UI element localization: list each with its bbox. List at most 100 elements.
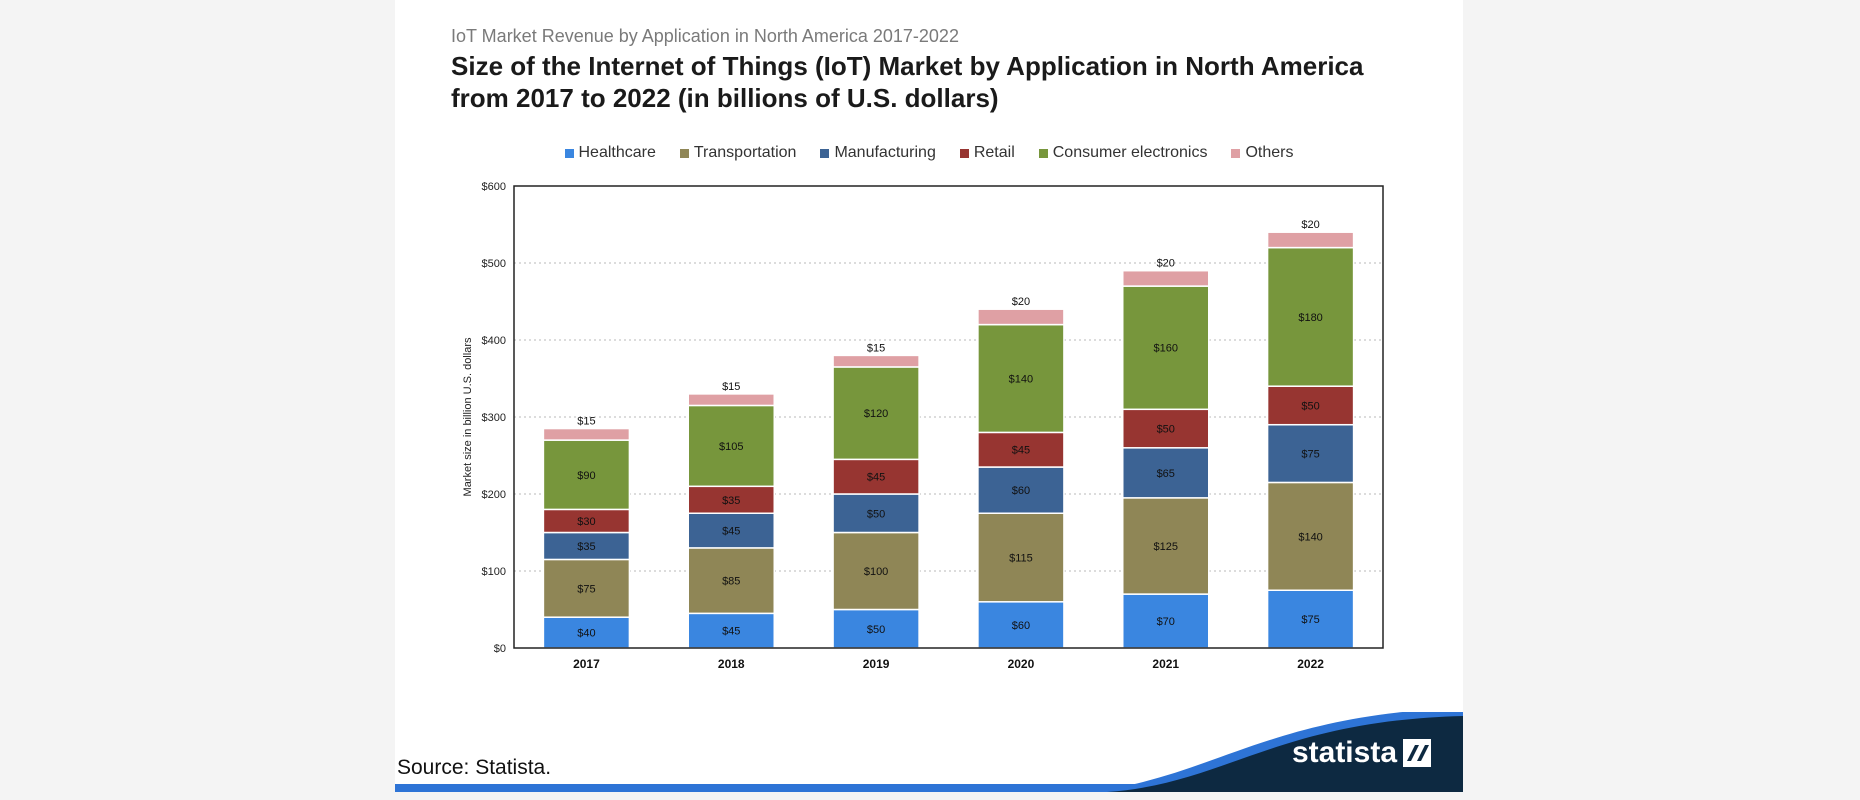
bar-segment [977,466,1065,514]
legend-label: Others [1245,144,1294,161]
x-tick-label: 2017 [573,657,600,671]
legend-item: Transportation [679,144,797,162]
chart-plot: $0 $100 $200 $300 $400 $500 $600 Market size in… [462,181,1384,671]
data-label: $45 [722,526,740,538]
legend-item: Healthcare [564,144,656,162]
legend-label: Consumer electronics [1052,144,1208,161]
data-label: $75 [1301,449,1319,461]
legend-label: Transportation [693,144,797,161]
bar-segment [832,366,920,461]
data-label: $15 [577,416,595,428]
y-tick-label: $200 [482,489,506,501]
data-label: $60 [1012,485,1030,497]
y-tick-label: $500 [482,258,506,270]
data-label: $105 [719,441,743,453]
y-tick-label: $400 [482,335,506,347]
data-label: $50 [1301,400,1319,412]
data-label: $50 [867,508,885,520]
bar-segment [832,531,920,611]
data-label: $115 [1009,553,1033,565]
chart-legend: Healthcare Transportation Manufacturing Ret… [395,144,1463,162]
data-label: $50 [867,624,885,636]
data-label: $65 [1157,468,1175,480]
legend-item: Consumer electronics [1038,144,1208,162]
data-label: $15 [867,342,885,354]
data-label: $45 [722,626,740,638]
footer-wave-dark [1095,712,1463,792]
bar-segment [1122,447,1210,499]
legend-swatch [1038,148,1048,158]
legend-item: Retail [959,144,1015,162]
bar-segment [977,512,1065,603]
y-tick-label: $300 [482,412,506,424]
bar-segment [687,485,775,514]
data-label: $160 [1154,343,1178,355]
data-label: $20 [1301,219,1319,231]
bar-segment [687,612,775,649]
legend-item: Manufacturing [820,144,936,162]
bar-segment [542,558,631,618]
chart-subtitle: IoT Market Revenue by Application in Nor… [451,26,959,46]
legend-swatch [564,148,574,158]
y-tick-label: $0 [494,643,506,655]
legend-swatch [1231,148,1241,158]
data-label: $140 [1009,374,1033,386]
data-label: $45 [1012,445,1030,457]
data-label: $85 [722,576,740,588]
data-label: $35 [577,541,595,553]
brand-name: statista [1291,736,1397,769]
x-tick-label: 2020 [1008,657,1035,671]
legend-swatch [959,148,969,158]
data-label: $20 [1012,296,1030,308]
legend-item: Others [1231,144,1294,162]
data-label: $75 [577,583,595,595]
chart-card: IoT Market Revenue by Application in Nor… [395,0,1463,792]
bar-segment [832,458,920,495]
data-label: $15 [722,381,740,393]
data-label: $75 [1301,614,1319,626]
data-label: $180 [1298,312,1322,324]
bar-segment [542,427,631,441]
footer-wave [395,712,1463,792]
y-tick-label: $100 [482,566,506,578]
statista-logo: statista [1292,736,1431,770]
plot-frame [513,185,1384,649]
bar-segment [1122,285,1210,411]
bar-segment [1266,481,1355,592]
data-label: $90 [577,470,595,482]
legend-label: Healthcare [578,144,656,161]
legend-swatch [820,148,830,158]
y-tick-label: $600 [482,181,506,193]
data-label: $30 [577,516,595,528]
bar-segment [542,439,631,511]
bar-segment [687,512,775,549]
bar-segment [687,404,775,488]
bar-segment [1266,423,1355,484]
bar-segment [542,531,631,561]
bar-segment [977,308,1065,326]
data-label: $60 [1012,620,1030,632]
data-label: $140 [1298,531,1322,543]
bar-segment [832,493,920,534]
data-label: $120 [864,408,888,420]
bar-segment [832,608,920,649]
y-axis-label: Market size in billion U.S. dollars [462,337,474,496]
x-tick-label: 2022 [1297,657,1324,671]
statista-logo-icon [1403,739,1431,767]
data-label: $45 [867,472,885,484]
bar-segment [542,616,631,649]
legend-label: Retail [973,144,1015,161]
data-label: $100 [864,566,888,578]
data-label: $40 [577,628,595,640]
bar-segment [687,547,775,615]
bar-segment [1122,408,1210,449]
x-tick-label: 2018 [718,657,745,671]
bar-segment [977,431,1065,468]
bar-segment [832,354,920,368]
legend-swatch [679,148,689,158]
data-label: $35 [722,495,740,507]
x-tick-label: 2021 [1152,657,1179,671]
data-label: $20 [1157,258,1175,270]
bar-segment [1122,497,1210,595]
bar-segment [1122,269,1210,287]
